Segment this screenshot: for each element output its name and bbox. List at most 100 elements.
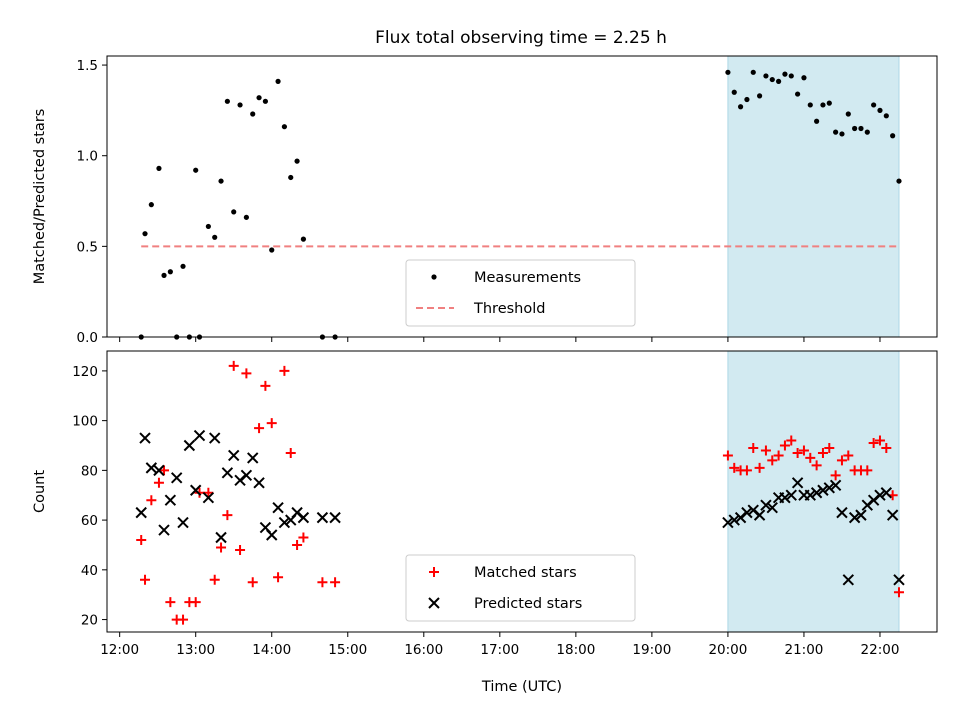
bottom-point	[748, 442, 759, 453]
bottom-point	[824, 442, 835, 453]
top-point	[864, 129, 870, 135]
bottom-point	[183, 439, 196, 452]
top-point	[167, 269, 173, 275]
top-point	[801, 75, 807, 81]
bottom-panel: 20 40 60 80 100 120 12:00 13:00 14:00 15:00 16:00 1…	[32, 350, 938, 695]
bottom-point	[874, 435, 885, 446]
bottom-point	[829, 479, 842, 491]
bottom-point	[798, 445, 809, 456]
top-point	[205, 223, 211, 230]
bottom-point	[140, 574, 151, 585]
top-ytick-label: 0.0	[77, 330, 98, 346]
bottom-point	[811, 460, 822, 471]
top-ytick-label: 1.0	[77, 149, 98, 165]
bottom-ytick-label: 40	[81, 563, 98, 579]
top-point	[161, 272, 167, 278]
top-panel: 0.0 0.5 1.0 1.5 Matched/Predicted stars Measu…	[32, 55, 938, 346]
bottom-point	[836, 506, 848, 519]
top-point	[193, 167, 199, 173]
bottom-point	[247, 452, 259, 464]
top-point	[288, 174, 294, 181]
bottom-point	[190, 597, 201, 608]
bottom-point	[848, 511, 861, 524]
bottom-ytick-label: 20	[81, 613, 98, 629]
bottom-point	[329, 511, 341, 524]
bottom-point	[272, 501, 284, 514]
bottom-point	[741, 506, 753, 519]
bottom-xtick-label: 18:00	[556, 642, 595, 658]
bottom-point	[804, 489, 816, 501]
bottom-point	[189, 484, 202, 496]
top-point	[300, 236, 307, 242]
top-point	[262, 98, 268, 104]
bottom-series-0	[136, 360, 904, 625]
bottom-point	[228, 449, 240, 462]
top-ytick-label: 0.5	[77, 239, 98, 255]
top-point	[782, 71, 788, 77]
bottom-point	[222, 510, 233, 521]
bottom-point	[209, 574, 220, 585]
bottom-point	[805, 452, 816, 463]
bottom-point	[298, 532, 309, 543]
bottom-point	[203, 487, 214, 498]
top-point	[148, 202, 154, 208]
bottom-point	[177, 516, 189, 529]
top-point	[839, 131, 845, 137]
bottom-point	[874, 489, 886, 501]
top-point	[858, 125, 864, 132]
bottom-xtick-label: 12:00	[100, 642, 139, 658]
bottom-legend-marker	[428, 597, 440, 609]
bottom-legend: Matched stars Predicted stars	[405, 554, 636, 622]
bottom-ytick-label: 100	[72, 414, 98, 430]
bottom-xtick-label: 21:00	[784, 642, 823, 658]
top-point	[795, 91, 801, 97]
bottom-point	[153, 464, 165, 477]
bottom-point	[266, 418, 277, 429]
top-point	[807, 102, 813, 108]
bottom-point	[868, 438, 879, 449]
bottom-point	[817, 447, 828, 458]
bottom-point	[165, 597, 176, 608]
bottom-point	[766, 501, 778, 514]
bottom-xtick-label: 20:00	[708, 642, 747, 658]
bottom-point	[722, 450, 733, 461]
top-point	[256, 95, 262, 101]
top-ytick-label: 1.5	[77, 58, 98, 74]
top-point	[769, 76, 775, 83]
bottom-point	[843, 450, 854, 461]
bottom-xtick-label: 19:00	[632, 642, 671, 658]
bottom-point	[722, 516, 734, 529]
top-point	[281, 124, 288, 130]
top-point	[883, 113, 889, 119]
top-legend-box	[405, 259, 636, 327]
bottom-point	[810, 487, 823, 499]
top-point	[788, 73, 794, 79]
bottom-xtick-label: 13:00	[176, 642, 215, 658]
bottom-xlabel: Time (UTC)	[481, 679, 562, 695]
top-axes-frame	[106, 55, 938, 338]
bottom-point	[773, 450, 784, 461]
top-point	[156, 165, 162, 171]
bottom-point	[164, 494, 177, 506]
bottom-point	[209, 432, 221, 444]
bottom-series-1	[135, 429, 905, 586]
bottom-point	[193, 429, 206, 442]
bottom-point	[753, 509, 766, 521]
bottom-point	[785, 489, 797, 501]
bottom-point	[786, 435, 797, 446]
bottom-point	[842, 574, 855, 586]
bottom-point	[215, 531, 227, 544]
top-legend-marker	[431, 274, 437, 280]
top-point	[896, 178, 902, 184]
bottom-point	[779, 440, 790, 451]
bottom-point	[240, 469, 253, 482]
bottom-point	[862, 465, 873, 476]
bottom-point	[330, 577, 341, 588]
top-point	[725, 69, 731, 75]
top-point	[776, 78, 782, 84]
bottom-point	[836, 455, 847, 466]
bottom-ytick-label: 60	[81, 513, 98, 529]
top-point	[294, 158, 300, 164]
top-series-0	[138, 69, 902, 340]
